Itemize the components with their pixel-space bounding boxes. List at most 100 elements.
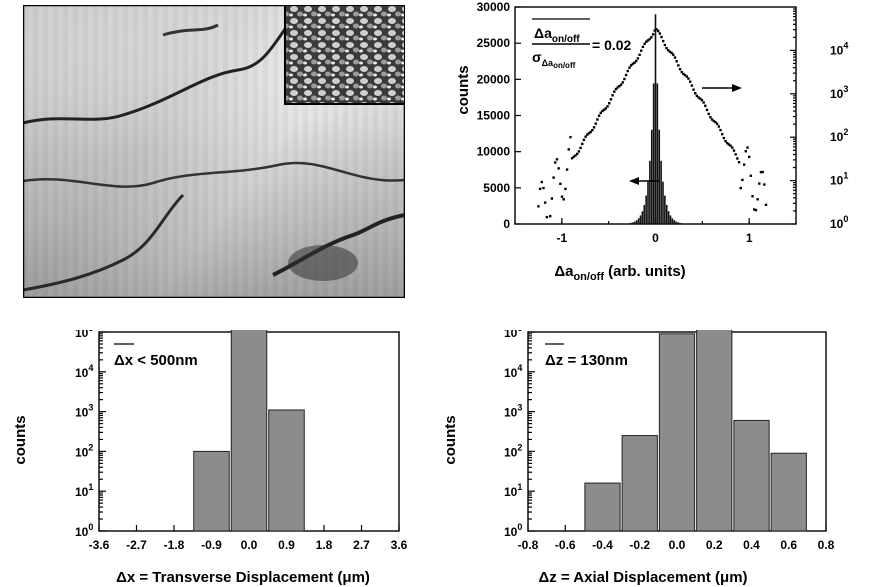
- data-point: [663, 43, 667, 47]
- hist-bar: [645, 195, 647, 224]
- data-point: [749, 174, 753, 177]
- data-point: [643, 42, 646, 45]
- data-point: [560, 195, 564, 198]
- hist-bar: [658, 129, 661, 224]
- data-point: [665, 46, 668, 50]
- hist-bar: [635, 220, 638, 224]
- bar: [696, 330, 733, 532]
- ytick-label-left: 30000: [477, 0, 511, 14]
- hist-bar: [637, 218, 640, 224]
- hist-bar: [664, 195, 666, 224]
- svg-text:Δz = 130nm: Δz = 130nm: [545, 352, 628, 369]
- bar: [770, 452, 807, 532]
- data-point: [633, 61, 636, 64]
- hist-bar: [656, 83, 659, 225]
- hist-bar: [671, 218, 674, 224]
- hist-bar: [626, 223, 629, 224]
- data-point: [719, 128, 722, 132]
- data-point: [613, 90, 616, 93]
- data-point: [565, 168, 569, 171]
- xtick-label: -2.7: [126, 538, 147, 552]
- data-point: [599, 111, 602, 115]
- hist-bar: [628, 223, 631, 224]
- data-point: [673, 56, 677, 59]
- data-point: [727, 143, 731, 146]
- ytick-label-left: 25000: [477, 36, 511, 50]
- xtick-label: -0.4: [592, 538, 613, 552]
- xlabel: Δx = Transverse Displacement (μm): [116, 569, 370, 586]
- hist-bar: [632, 222, 634, 224]
- data-point: [670, 51, 673, 55]
- data-point: [641, 45, 645, 49]
- ytick-label-left: 20000: [477, 72, 511, 86]
- data-point: [609, 98, 613, 101]
- data-point: [722, 136, 726, 140]
- data-point: [592, 126, 596, 129]
- ytick-label: 102: [75, 442, 93, 459]
- ytick-label: 101: [75, 482, 93, 499]
- ratio-annotation: Δaon/off σΔaon/off = 0.02: [532, 18, 632, 70]
- data-point: [751, 195, 754, 198]
- data-point: [621, 81, 624, 84]
- data-point: [688, 80, 692, 83]
- ytick-label: 104: [75, 363, 93, 380]
- xtick-label: -0.9: [201, 538, 222, 552]
- bar: [268, 409, 305, 532]
- data-point: [704, 104, 707, 108]
- ytick-label: 100: [75, 522, 93, 539]
- xtick-label: 0.8: [818, 538, 835, 552]
- delta-x-annotation: Δx < 500nm: [114, 343, 198, 369]
- xtick-label: -0.6: [555, 538, 576, 552]
- data-point: [537, 205, 540, 208]
- data-point: [550, 197, 554, 200]
- data-point: [699, 97, 702, 100]
- data-point: [579, 146, 582, 150]
- hist-bar: [669, 215, 672, 224]
- data-point: [763, 183, 766, 186]
- data-point: [538, 187, 542, 190]
- ytick-label: 105: [504, 330, 522, 340]
- delta-z-annotation: Δz = 130nm: [545, 343, 628, 369]
- ytick-label-right: 102: [830, 127, 848, 144]
- hist-bar: [673, 220, 676, 224]
- data-point: [581, 142, 584, 146]
- xtick-label: 0.4: [743, 538, 760, 552]
- data-point: [631, 62, 635, 66]
- xtick-label: 3.6: [391, 538, 408, 552]
- ytick-label-left: 10000: [477, 145, 511, 159]
- bar: [193, 450, 230, 532]
- hist-bar: [641, 211, 644, 224]
- data-point: [646, 39, 650, 42]
- xtick-label: 0.6: [780, 538, 797, 552]
- data-point: [653, 29, 656, 32]
- data-point: [543, 201, 547, 204]
- data-point: [589, 130, 592, 134]
- xtick-label: 0.9: [278, 538, 295, 552]
- data-point: [616, 86, 619, 89]
- hist-bar: [650, 129, 653, 224]
- data-point: [764, 203, 768, 207]
- data-point: [726, 141, 729, 145]
- data-point: [559, 182, 562, 186]
- data-point: [596, 118, 599, 121]
- hist-bar: [680, 223, 683, 224]
- xtick-label: 0.0: [241, 538, 258, 552]
- data-point: [602, 108, 606, 111]
- data-point: [545, 215, 549, 219]
- ytick-label-right: 101: [830, 171, 848, 188]
- xlabel: Δaon/off (arb. units): [554, 263, 685, 283]
- data-point: [614, 87, 618, 91]
- data-point: [562, 198, 565, 201]
- svg-text:σΔaon/off: σΔaon/off: [532, 49, 576, 70]
- data-point: [549, 214, 552, 218]
- data-point: [729, 144, 732, 147]
- svg-text:= 0.02: = 0.02: [592, 37, 632, 53]
- hist-bar: [634, 221, 636, 224]
- hist-bar: [667, 211, 670, 224]
- data-point: [608, 102, 611, 105]
- xtick-label: 1: [746, 231, 753, 245]
- scan-image-panel: [23, 5, 405, 298]
- data-point: [756, 198, 759, 201]
- data-point: [624, 73, 628, 77]
- ytick-label-left: 15000: [477, 109, 511, 123]
